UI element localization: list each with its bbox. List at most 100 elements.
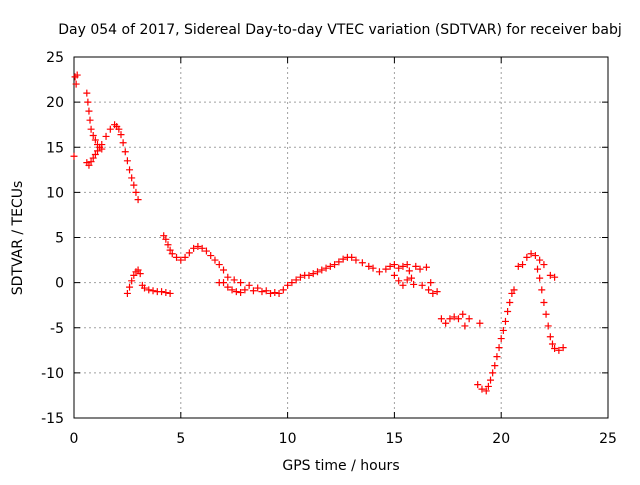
data-point-marker <box>399 262 407 270</box>
data-point-marker <box>478 385 486 393</box>
data-point-marker <box>540 261 548 269</box>
data-point-marker <box>73 71 81 79</box>
data-point-marker <box>495 344 503 352</box>
y-tick-label: 15 <box>46 140 64 156</box>
data-point-marker <box>504 308 512 316</box>
data-point-marker <box>410 280 418 288</box>
x-tick-label: 25 <box>599 431 617 447</box>
data-point-marker <box>123 289 131 297</box>
data-point-marker <box>198 244 206 252</box>
x-tick-label: 20 <box>492 431 510 447</box>
data-point-marker <box>474 381 482 389</box>
data-point-marker <box>126 283 134 291</box>
data-point-marker <box>548 340 556 348</box>
data-point-marker <box>429 289 437 297</box>
data-point-marker <box>220 266 228 274</box>
data-point-marker <box>128 277 136 285</box>
chart-title: Day 054 of 2017, Sidereal Day-to-day VTE… <box>58 22 621 38</box>
data-point-marker <box>544 322 552 330</box>
data-point-marker <box>493 353 501 361</box>
data-point-marker <box>224 283 232 291</box>
data-point-marker <box>140 284 148 292</box>
data-point-marker <box>405 267 413 275</box>
data-point-marker <box>403 261 411 269</box>
data-point-marker <box>309 270 317 278</box>
data-point-marker <box>425 286 433 294</box>
data-point-marker <box>422 263 430 271</box>
data-point-marker <box>177 256 185 264</box>
data-point-marker <box>403 276 411 284</box>
data-point-marker <box>437 315 445 323</box>
data-point-marker <box>559 344 567 352</box>
y-tick-label: 25 <box>46 50 64 66</box>
data-point-marker <box>83 89 91 97</box>
data-point-marker <box>450 313 458 321</box>
data-point-marker <box>237 279 245 287</box>
data-point-marker <box>241 286 249 294</box>
data-point-marker <box>258 288 266 296</box>
y-tick-label: 10 <box>46 185 64 201</box>
data-point-marker <box>211 256 219 264</box>
data-point-marker <box>506 298 514 306</box>
data-point-marker <box>245 281 253 289</box>
y-tick-label: 0 <box>55 276 64 292</box>
data-point-marker <box>228 286 236 294</box>
y-axis-label: SDTVAR / TECUs <box>10 181 26 296</box>
data-point-marker <box>267 289 275 297</box>
data-point-marker <box>87 158 95 166</box>
data-point-marker <box>531 252 539 260</box>
data-point-marker <box>358 259 366 267</box>
data-point-marker <box>164 241 172 249</box>
data-point-marker <box>123 157 131 165</box>
data-point-marker <box>89 132 97 140</box>
data-point-marker <box>352 256 360 264</box>
data-point-marker <box>185 249 193 257</box>
data-point-marker <box>497 335 505 343</box>
data-point-marker <box>555 346 563 354</box>
data-point-marker <box>91 136 99 144</box>
data-point-marker <box>476 319 484 327</box>
data-point-marker <box>168 250 176 258</box>
data-point-marker <box>262 287 270 295</box>
data-point-marker <box>162 289 170 297</box>
data-point-marker <box>132 188 140 196</box>
data-point-marker <box>89 154 97 162</box>
data-point-marker <box>499 326 507 334</box>
data-point-marker <box>207 252 215 260</box>
data-point-marker <box>106 125 114 133</box>
data-point-marker <box>487 376 495 384</box>
data-point-marker <box>536 274 544 282</box>
x-tick-labels: 0 5 10 15 20 25 <box>70 431 617 447</box>
data-point-marker <box>91 150 99 158</box>
data-point-marker <box>121 148 129 156</box>
data-point-marker <box>87 125 95 133</box>
y-tick-label: -5 <box>50 321 64 337</box>
data-point-marker <box>390 271 398 279</box>
data-point-marker <box>459 310 467 318</box>
data-point-marker <box>284 281 292 289</box>
data-point-marker <box>224 273 232 281</box>
data-point-marker <box>375 268 383 276</box>
data-point-marker <box>484 382 492 390</box>
data-point-marker <box>418 281 426 289</box>
data-point-marker <box>149 287 157 295</box>
data-point-marker <box>190 244 198 252</box>
data-point-marker <box>395 264 403 272</box>
data-point-marker <box>232 288 240 296</box>
tick-layer <box>73 56 609 419</box>
data-point-marker <box>254 284 262 292</box>
data-point-marker <box>542 310 550 318</box>
data-point-marker <box>128 174 136 182</box>
data-point-marker <box>130 181 138 189</box>
data-point-marker <box>136 270 144 278</box>
data-point-marker <box>72 80 80 88</box>
data-point-marker <box>482 387 490 395</box>
data-point-marker <box>85 107 93 115</box>
data-point-marker <box>489 369 497 377</box>
data-point-marker <box>519 261 527 269</box>
data-point-marker <box>134 266 142 274</box>
data-point-marker <box>523 253 531 261</box>
data-point-marker <box>386 262 394 270</box>
data-point-marker <box>326 262 334 270</box>
